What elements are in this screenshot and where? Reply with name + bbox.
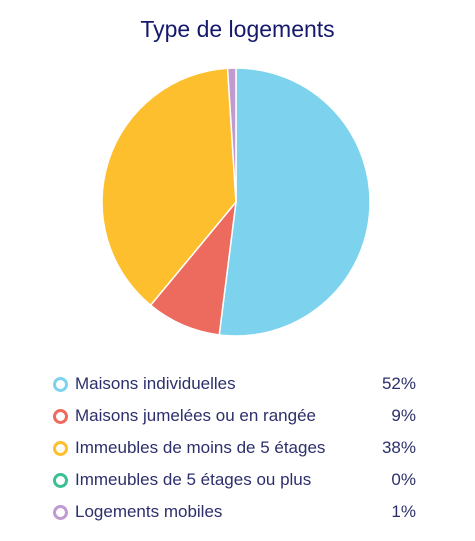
legend-label: Logements mobiles <box>75 502 223 521</box>
legend-label: Maisons jumelées ou en rangée <box>75 406 316 425</box>
legend-item[interactable]: Immeubles de 5 étages ou plus 0% <box>52 464 416 496</box>
legend-swatch-icon <box>53 472 68 488</box>
pie-slice-0[interactable] <box>218 67 371 337</box>
pie-slice-4[interactable] <box>226 67 237 203</box>
legend-swatch-icon <box>53 440 68 456</box>
legend-item[interactable]: Logements mobiles 1% <box>52 496 416 528</box>
legend-label: Maisons individuelles <box>75 374 236 393</box>
legend-item[interactable]: Immeubles de moins de 5 étages 38% <box>52 432 416 464</box>
legend-percent: 38% <box>381 438 416 457</box>
legend-swatch-icon <box>53 376 68 392</box>
legend-item[interactable]: Maisons jumelées ou en rangée 9% <box>52 400 416 432</box>
legend-percent: 0% <box>391 470 416 489</box>
pie-chart <box>101 67 371 337</box>
legend-label: Immeubles de 5 étages ou plus <box>75 470 312 489</box>
chart-title: Type de logements <box>140 16 335 42</box>
legend-percent: 1% <box>391 502 416 521</box>
legend-label: Immeubles de moins de 5 étages <box>75 438 326 457</box>
chart-legend: Maisons individuelles 52% Maisons jumelées… <box>52 368 416 528</box>
legend-swatch-icon <box>53 408 68 424</box>
legend-percent: 9% <box>391 406 416 425</box>
pie-slice-2[interactable] <box>101 67 237 307</box>
legend-percent: 52% <box>381 374 416 393</box>
legend-item[interactable]: Maisons individuelles 52% <box>52 368 416 400</box>
legend-swatch-icon <box>53 504 68 520</box>
